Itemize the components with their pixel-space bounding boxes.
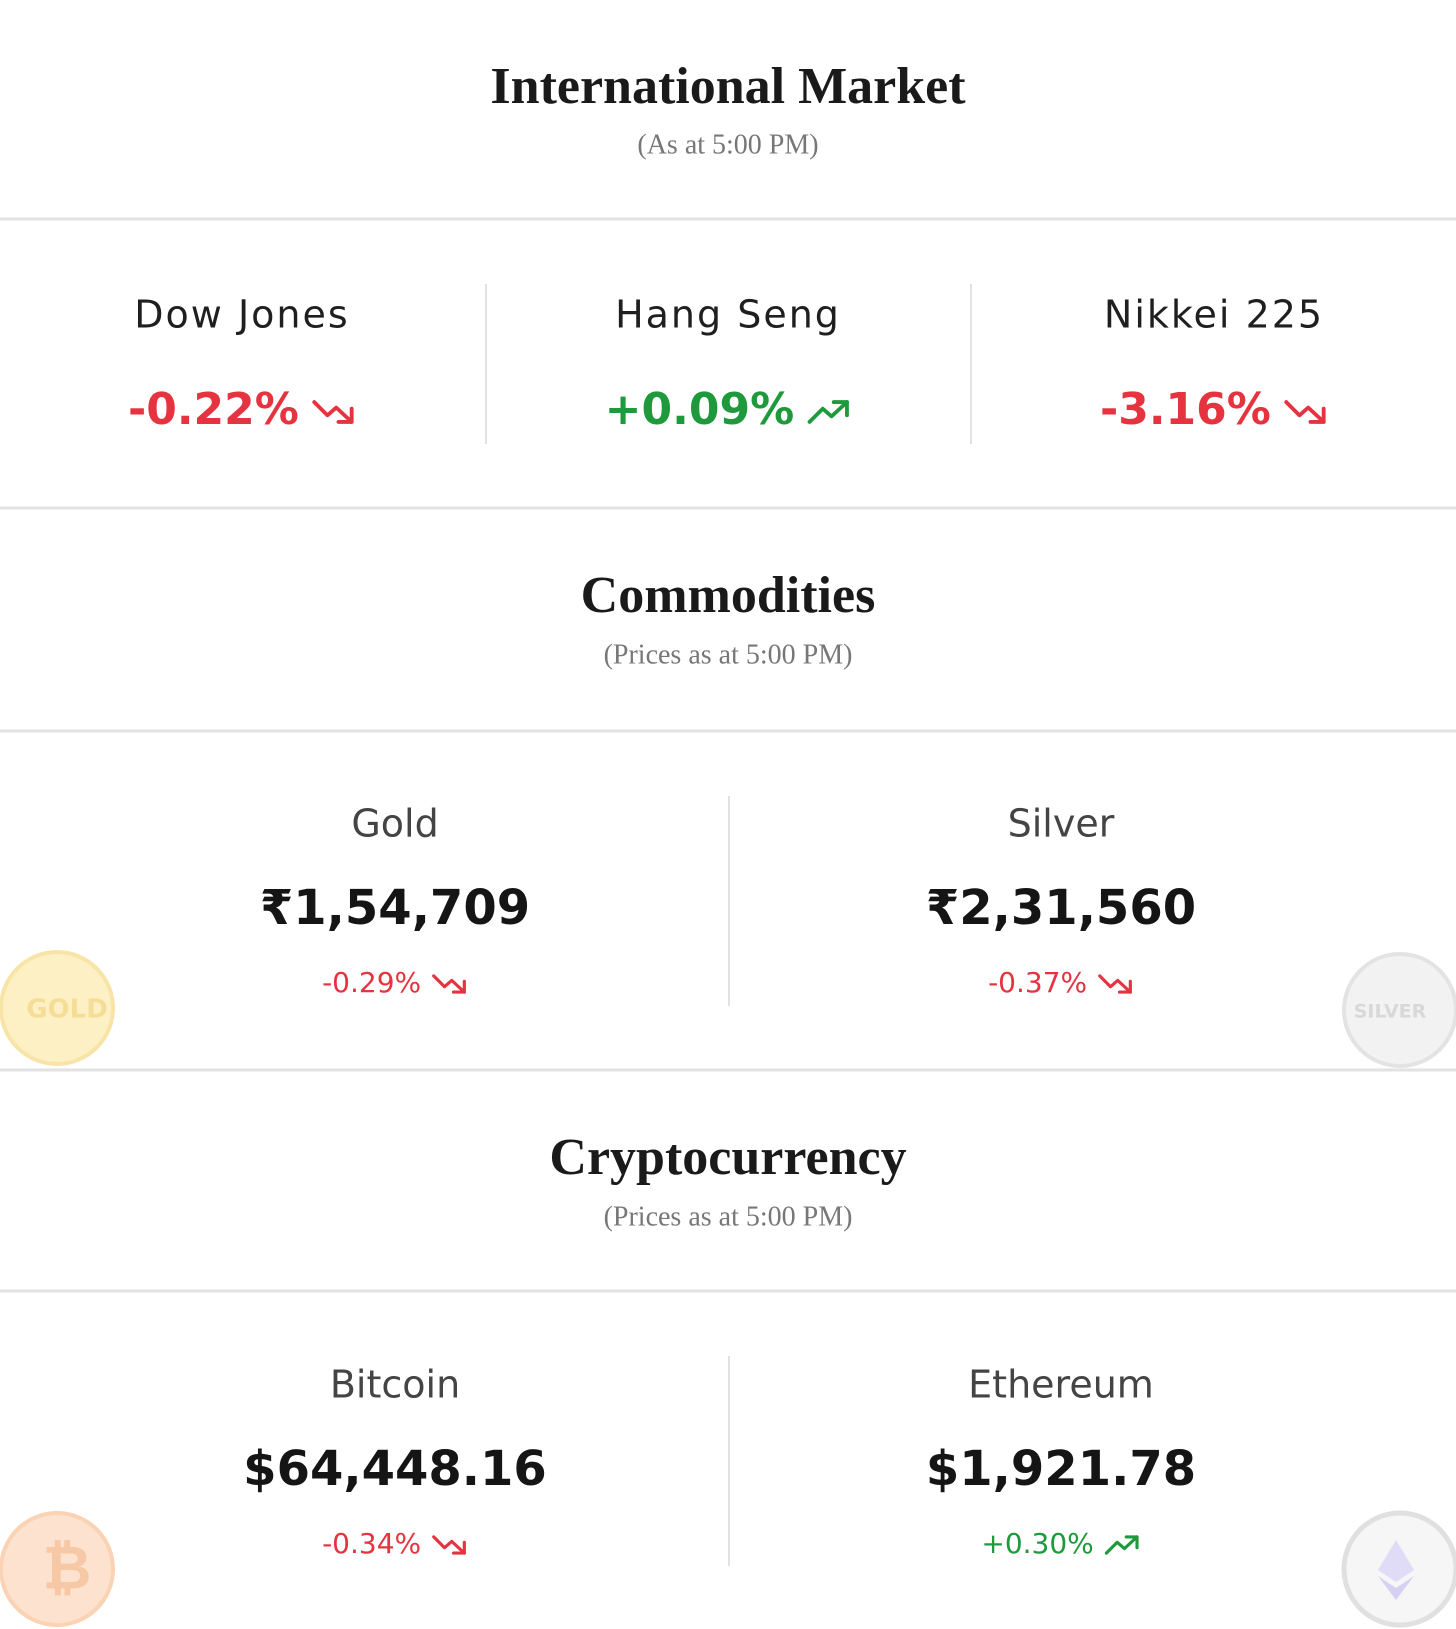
trend-arrow — [312, 400, 354, 424]
title: International Market — [490, 58, 966, 115]
asset-price: $1,921.78 — [926, 1441, 1196, 1497]
trend-arrow-head — [451, 979, 466, 994]
coin-label: ₿ — [43, 1534, 92, 1604]
coin-label: GOLD — [26, 995, 108, 1025]
change: -0.22% — [128, 384, 299, 435]
section-title: Commodities — [581, 567, 876, 624]
asset-price: $64,448.16 — [243, 1441, 547, 1497]
change: -0.34% — [322, 1527, 421, 1560]
change: -3.16% — [1100, 384, 1271, 435]
asset-price: ₹2,31,560 — [926, 880, 1196, 936]
section-subtitle: (Prices as at 5:00 PM) — [604, 639, 853, 670]
asset-name: Ethereum — [968, 1363, 1154, 1407]
coin-label: SILVER — [1354, 1001, 1427, 1023]
trend-arrow-head — [1124, 1535, 1139, 1550]
asset-price: ₹1,54,709 — [260, 880, 530, 936]
trend-arrow-head — [336, 406, 354, 424]
trend-arrow — [1104, 1535, 1139, 1555]
asset-name: Gold — [351, 802, 438, 846]
change: +0.09% — [605, 384, 795, 435]
section-subtitle: (Prices as at 5:00 PM) — [604, 1201, 853, 1232]
index-name: Nikkei 225 — [1104, 293, 1324, 337]
subtitle: (As at 5:00 PM) — [637, 129, 818, 160]
trend-arrow — [432, 1535, 466, 1555]
trend-arrow — [1284, 400, 1326, 424]
trend-arrow-head — [831, 400, 849, 418]
trend-arrow — [432, 974, 466, 994]
trend-arrow-head — [1308, 406, 1326, 424]
ethereum-logo — [1378, 1576, 1414, 1600]
asset-name: Silver — [1008, 802, 1115, 846]
trend-arrow — [807, 400, 849, 424]
silver-coin — [1342, 952, 1456, 1068]
change: -0.37% — [988, 966, 1087, 999]
gold-coin — [0, 950, 115, 1066]
trend-arrow-head — [451, 1540, 466, 1555]
ethereum-logo — [1378, 1540, 1414, 1582]
asset-name: Bitcoin — [330, 1363, 460, 1407]
index-name: Dow Jones — [134, 293, 349, 337]
section-title: Cryptocurrency — [549, 1129, 906, 1186]
trend-arrow-head — [1117, 979, 1132, 994]
index-name: Hang Seng — [615, 293, 841, 337]
bitcoin-coin — [0, 1511, 115, 1627]
trend-arrow — [1098, 974, 1132, 994]
change: +0.30% — [981, 1527, 1093, 1560]
change: -0.29% — [322, 966, 421, 999]
